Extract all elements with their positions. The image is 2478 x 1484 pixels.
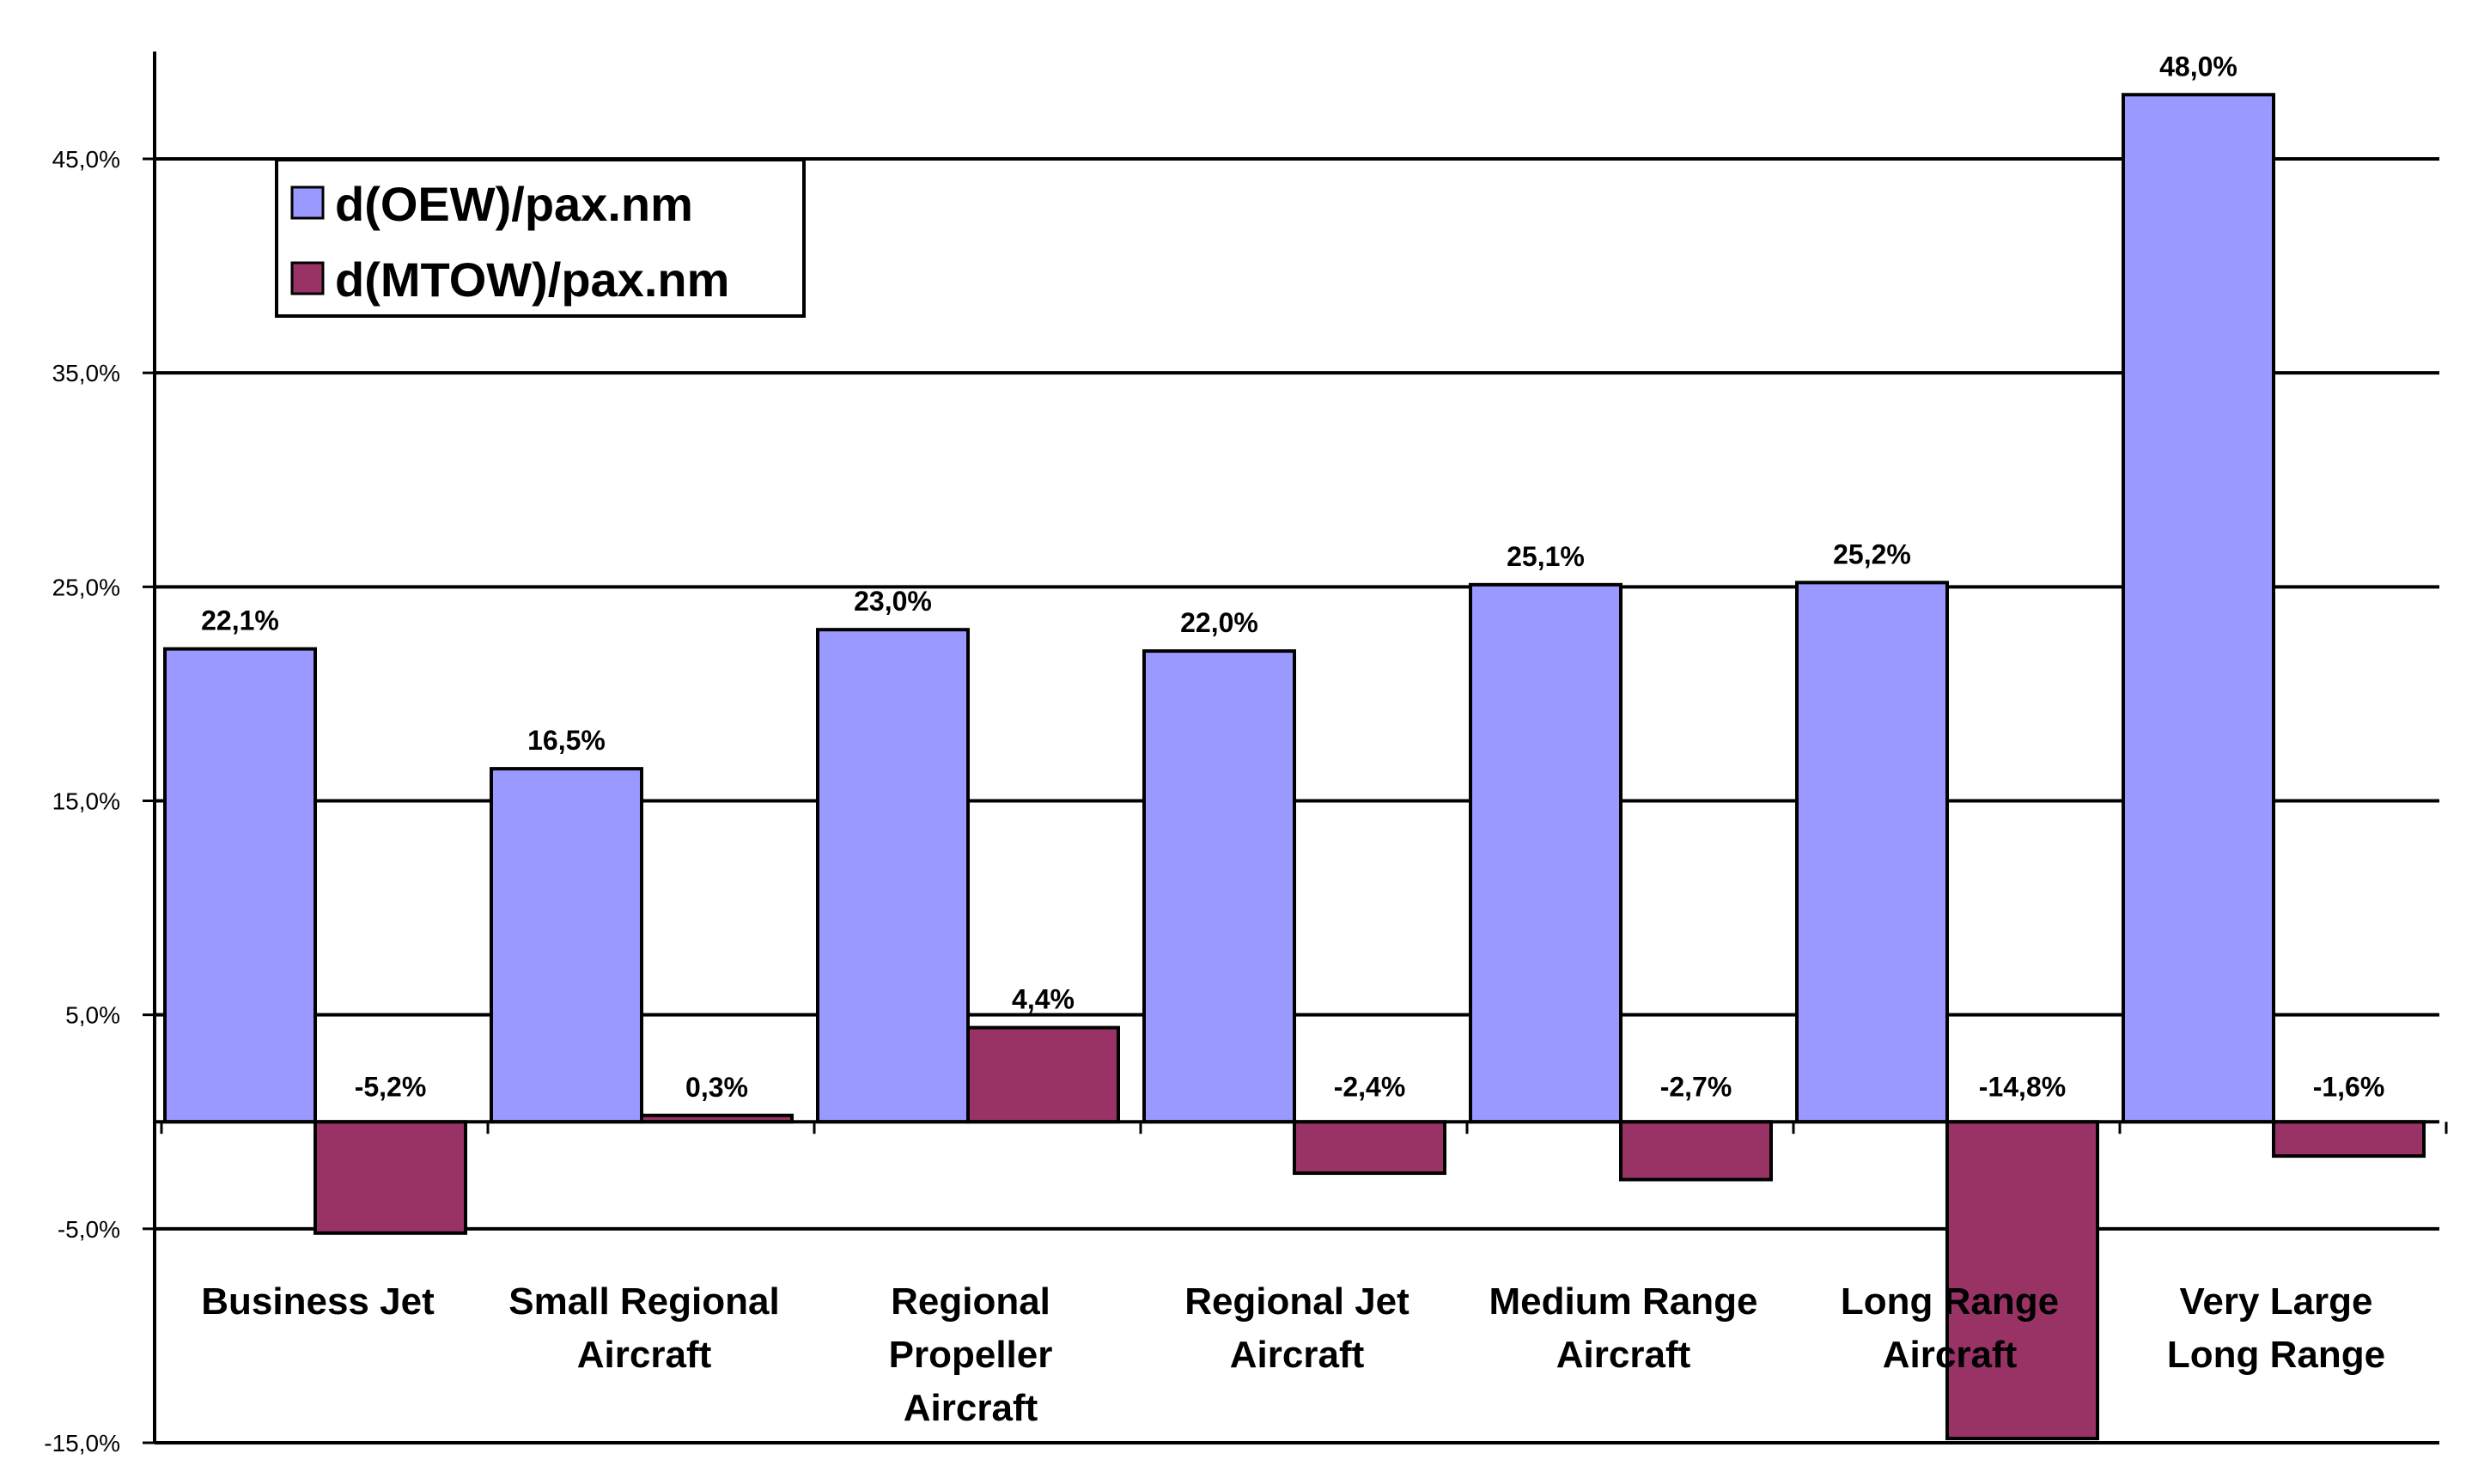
bar-mtow (314, 1120, 467, 1235)
bar-oew (163, 647, 317, 1124)
bars (163, 93, 2426, 1441)
bar-oew (1142, 649, 1296, 1124)
legend-label-oew: d(OEW)/pax.nm (335, 177, 693, 231)
category-label: Propeller (889, 1334, 1053, 1376)
legend: d(OEW)/pax.nm d(MTOW)/pax.nm (275, 158, 806, 318)
data-label: 22,1% (201, 605, 279, 636)
bar-mtow (2272, 1120, 2426, 1159)
y-tick-label: 15,0% (52, 788, 120, 815)
data-label: 0,3% (685, 1072, 748, 1103)
bar-mtow (1945, 1120, 2099, 1441)
category-label: Aircraft (1556, 1334, 1691, 1376)
legend-box (275, 158, 806, 318)
category-label: Long Range (1841, 1280, 2059, 1323)
y-tick-label: -15,0% (44, 1430, 120, 1457)
data-label: 48,0% (2159, 51, 2238, 82)
legend-swatch-oew (290, 186, 325, 220)
data-label: 23,0% (854, 586, 932, 617)
y-tick-label: 5,0% (65, 1002, 120, 1029)
bar-mtow (1293, 1120, 1446, 1176)
category-label: Small Regional (508, 1280, 779, 1323)
category-label: Aircraft (577, 1334, 712, 1376)
legend-label-mtow: d(MTOW)/pax.nm (335, 252, 729, 307)
axes (153, 52, 2448, 1443)
category-label: Business Jet (201, 1280, 435, 1323)
bar-oew (816, 628, 970, 1124)
bar-oew (1795, 581, 1949, 1124)
category-label: Aircraft (904, 1387, 1038, 1429)
y-axis-ticks: 45,0% 35,0% 25,0% 15,0% 5,0% -5,0% -15,0% (44, 146, 155, 1457)
data-label: -14,8% (1979, 1071, 2066, 1102)
bar-oew (2122, 93, 2275, 1124)
bar-mtow (966, 1025, 1120, 1124)
data-label: -5,2% (355, 1071, 427, 1102)
category-label: Aircraft (1230, 1334, 1365, 1376)
data-label: 4,4% (1012, 984, 1075, 1015)
y-tick-label: 25,0% (52, 574, 120, 600)
category-label: Aircraft (1883, 1334, 2018, 1376)
category-label: Regional (891, 1280, 1050, 1323)
data-label: 25,2% (1833, 538, 1911, 569)
data-label: -2,4% (1334, 1071, 1406, 1102)
y-tick-label: 35,0% (52, 360, 120, 386)
category-label: Medium Range (1489, 1280, 1758, 1323)
category-label: Very Large (2179, 1280, 2372, 1323)
data-label: 16,5% (527, 725, 606, 756)
bar-oew (490, 767, 643, 1124)
bar-oew (1469, 582, 1623, 1124)
data-label: -1,6% (2313, 1071, 2385, 1102)
category-label: Regional Jet (1184, 1280, 1409, 1323)
data-label: 22,0% (1180, 607, 1258, 638)
category-label: Long Range (2167, 1334, 2385, 1376)
data-label: 25,1% (1507, 541, 1585, 572)
data-labels: 22,1% -5,2% 16,5% 0,3% 23,0% 4,4% 22,0% -2,4% 25… (201, 51, 2384, 1103)
y-tick-label: -5,0% (58, 1216, 120, 1243)
category-labels: Business Jet Small Regional Aircraft Region… (201, 1280, 2385, 1429)
legend-swatch-mtow (290, 261, 325, 295)
bar-mtow (1619, 1120, 1773, 1182)
y-tick-label: 45,0% (52, 146, 120, 173)
data-label: -2,7% (1660, 1071, 1732, 1102)
